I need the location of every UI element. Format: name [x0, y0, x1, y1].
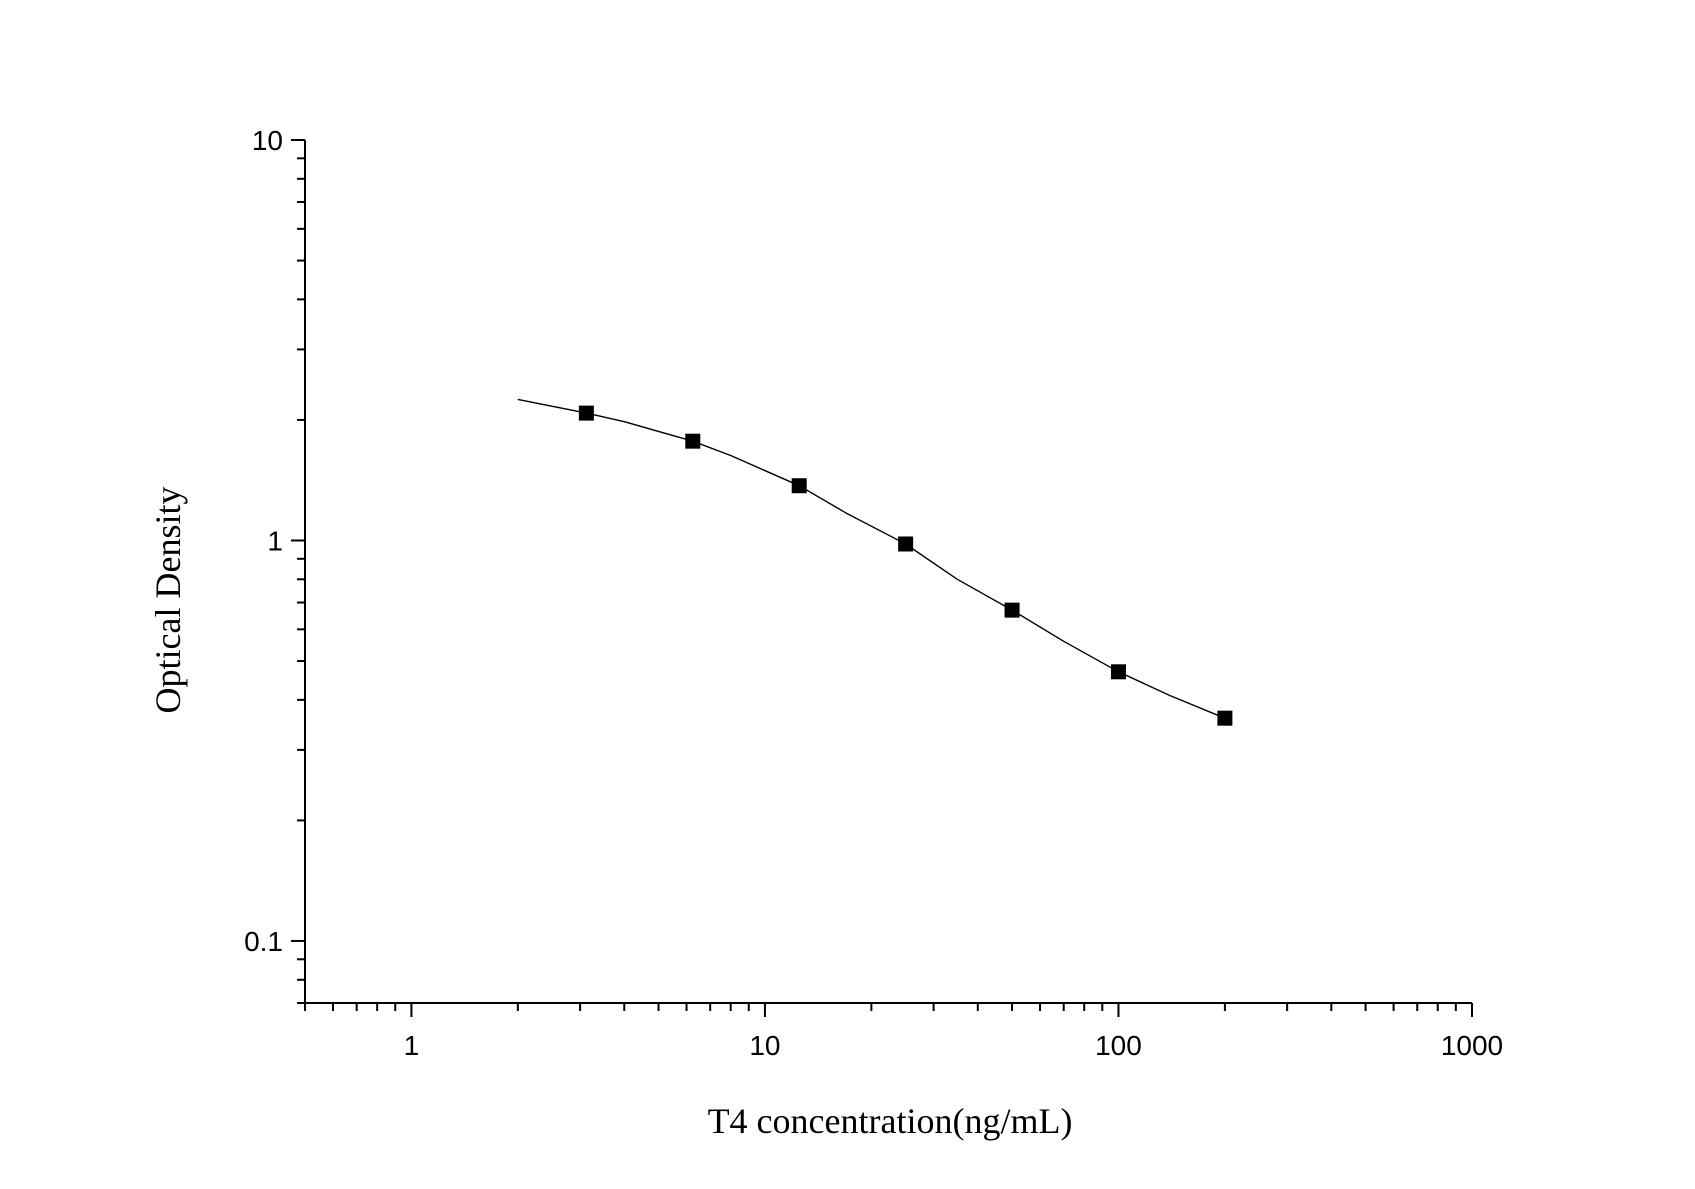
- fitted-curve-layer: [517, 398, 1226, 719]
- x-axis: 1 10 100 1000: [304, 1002, 1503, 1061]
- fitted-curve-line: [517, 398, 1226, 719]
- x-tick-label: 1: [404, 1030, 420, 1061]
- data-point-marker: [898, 536, 914, 552]
- x-tick-label: 100: [1095, 1030, 1142, 1061]
- data-point-marker: [791, 478, 807, 494]
- data-point-marker: [1217, 710, 1233, 726]
- data-points-layer: [578, 405, 1233, 726]
- data-point-marker: [1110, 664, 1126, 680]
- y-tick-label: 10: [252, 125, 283, 156]
- y-axis: 0.1 1 10: [244, 125, 306, 1004]
- data-point-marker: [685, 433, 701, 449]
- data-point-marker: [1004, 602, 1020, 618]
- x-tick-label: 10: [749, 1030, 780, 1061]
- x-tick-label: 1000: [1441, 1030, 1503, 1061]
- x-axis-title: T4 concentration(ng/mL): [708, 1101, 1073, 1141]
- y-tick-label: 0.1: [244, 926, 283, 957]
- data-point-marker: [578, 405, 594, 421]
- y-axis-title: Optical Density: [148, 487, 188, 714]
- y-tick-label: 1: [267, 525, 283, 556]
